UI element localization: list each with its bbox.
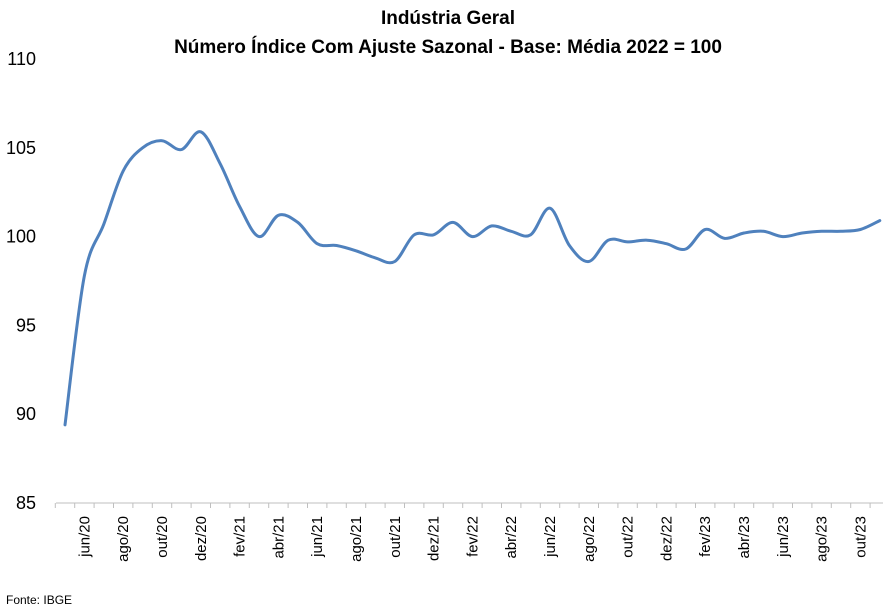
x-tick-label: ago/21 (348, 516, 365, 562)
y-tick-label: 100 (6, 227, 36, 247)
x-tick-label: fev/22 (464, 516, 481, 557)
x-tick-label: out/22 (620, 516, 637, 558)
y-tick-label: 110 (7, 49, 36, 69)
x-tick-label: jun/21 (309, 516, 326, 558)
x-tick-label: out/21 (387, 516, 404, 558)
x-tick-label: fev/23 (697, 516, 714, 557)
x-tick-label: jun/20 (76, 516, 93, 558)
x-tick-label: dez/22 (658, 516, 675, 561)
x-tick-label: dez/20 (193, 516, 210, 561)
x-tick-label: out/23 (852, 516, 869, 558)
chart-title: Indústria Geral (381, 8, 515, 29)
x-tick-label: jun/22 (542, 516, 559, 558)
x-axis-ticks: jun/20 ago/20 out/20 dez/20 fev/21 abr/21 jun/… (54, 503, 871, 562)
y-axis-ticks: 85 90 95 100 105 110 (6, 49, 36, 513)
chart-subtitle: Número Índice Com Ajuste Sazonal - Base:… (174, 36, 722, 58)
x-tick-label: ago/23 (814, 516, 831, 562)
x-tick-label: fev/21 (232, 516, 249, 557)
y-tick-label: 105 (6, 138, 36, 158)
x-tick-label: dez/21 (426, 516, 443, 561)
y-tick-label: 90 (16, 404, 36, 424)
y-tick-label: 95 (16, 315, 36, 335)
y-tick-label: 85 (16, 493, 36, 513)
source-note: Fonte: IBGE (6, 593, 72, 607)
x-tick-label: ago/20 (115, 516, 132, 562)
x-tick-label: ago/22 (581, 516, 598, 562)
x-tick-label: out/20 (154, 516, 171, 558)
x-tick-label: abr/21 (270, 516, 287, 559)
x-tick-label: jun/23 (775, 516, 792, 558)
x-tick-label: abr/23 (736, 516, 753, 559)
series-line (63, 130, 882, 427)
x-tick-label: abr/22 (503, 516, 520, 559)
